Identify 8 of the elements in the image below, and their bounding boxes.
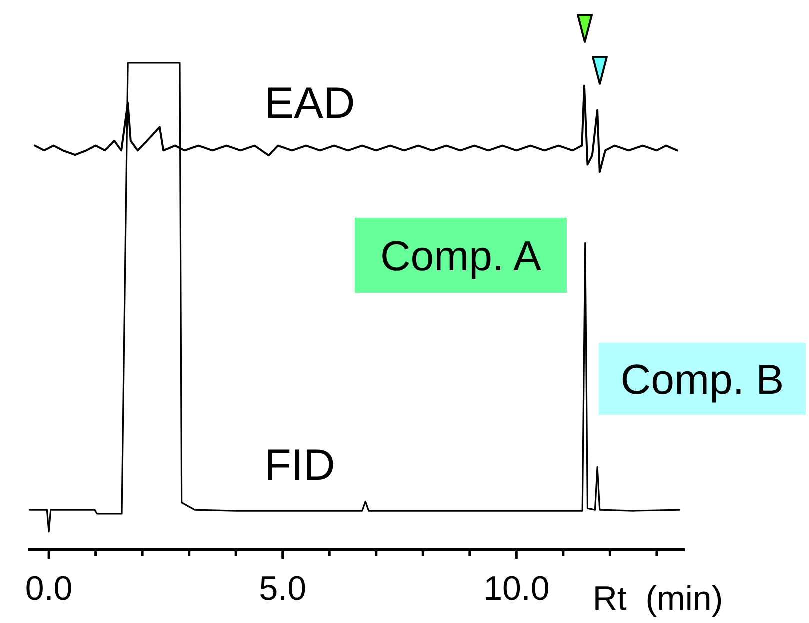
x-tick-label: 10.0 — [484, 570, 550, 608]
annotation: Comp. A — [380, 232, 542, 280]
series-label: FID — [264, 441, 336, 490]
series-label: EAD — [264, 79, 356, 128]
annotation: Comp. B — [620, 356, 784, 403]
x-tick-label: 0.0 — [25, 570, 73, 608]
x-axis-title: Rt (min) — [592, 580, 724, 618]
x-tick-label: 5.0 — [259, 570, 306, 608]
